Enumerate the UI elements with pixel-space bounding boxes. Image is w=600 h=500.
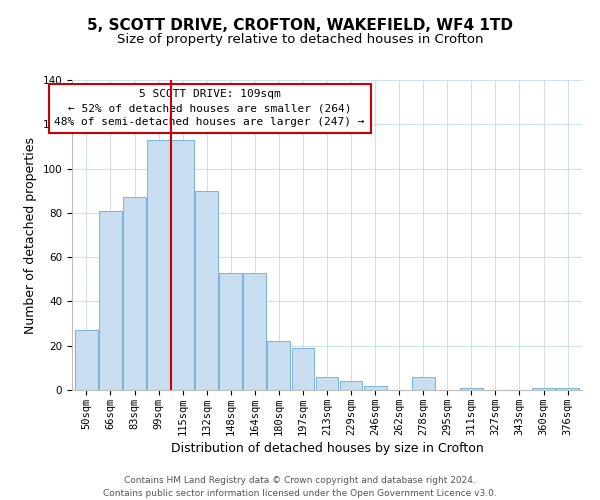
Y-axis label: Number of detached properties: Number of detached properties [24,136,37,334]
Bar [147,140,170,390]
Bar [268,342,290,390]
Bar [244,272,266,390]
Bar [220,272,242,390]
X-axis label: Distribution of detached houses by size in Crofton: Distribution of detached houses by size … [170,442,484,455]
Bar [412,376,434,390]
Bar [75,330,98,390]
Bar [460,388,483,390]
Text: Contains HM Land Registry data © Crown copyright and database right 2024.
Contai: Contains HM Land Registry data © Crown c… [103,476,497,498]
Bar [532,388,555,390]
Bar [556,388,579,390]
Bar [171,140,194,390]
Bar [364,386,386,390]
Bar [316,376,338,390]
Bar [340,381,362,390]
Bar [195,190,218,390]
Text: 5 SCOTT DRIVE: 109sqm
← 52% of detached houses are smaller (264)
48% of semi-det: 5 SCOTT DRIVE: 109sqm ← 52% of detached … [55,90,365,128]
Bar [99,210,122,390]
Bar [292,348,314,390]
Text: 5, SCOTT DRIVE, CROFTON, WAKEFIELD, WF4 1TD: 5, SCOTT DRIVE, CROFTON, WAKEFIELD, WF4 … [87,18,513,32]
Text: Size of property relative to detached houses in Crofton: Size of property relative to detached ho… [117,32,483,46]
Bar [123,198,146,390]
